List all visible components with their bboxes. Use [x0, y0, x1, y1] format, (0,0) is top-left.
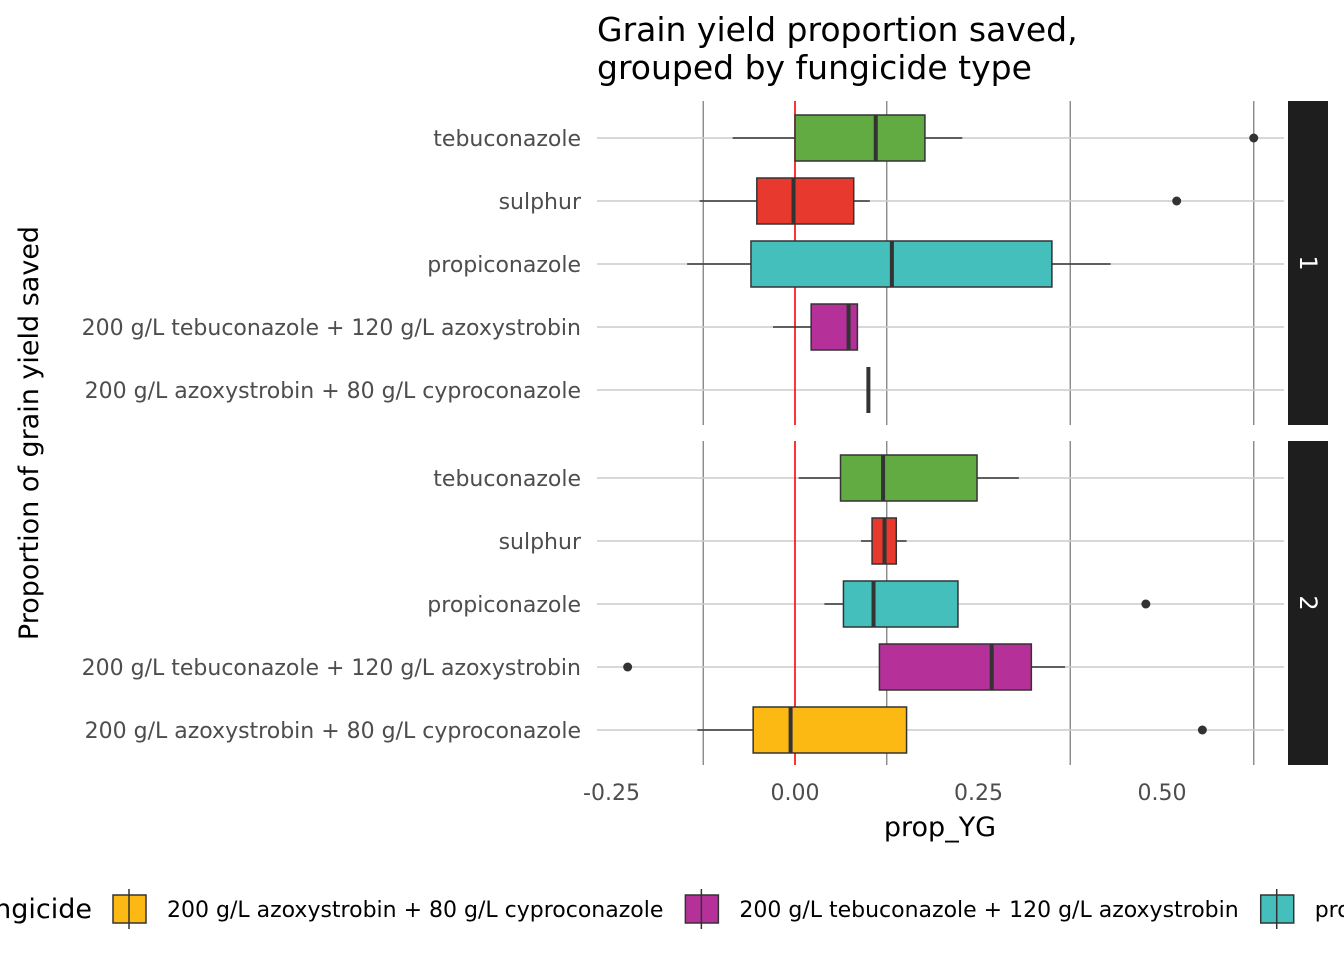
category-label-200-g-l-tebuconazole-120-g-l-azoxystrobin: 200 g/L tebuconazole + 120 g/L azoxystro… — [82, 316, 581, 341]
category-label-sulphur: sulphur — [499, 530, 582, 555]
box-propiconazole — [687, 240, 1111, 288]
facet-panel-1: tebuconazole sulphur propiconazole 200 g/L … — [82, 101, 1328, 425]
legend-entry-200-g-l-tebuconazole-120-g-l-azoxystrobin: 200 g/L tebuconazole + 120 g/L azoxystro… — [684, 889, 1239, 929]
facet-panel-2: tebuconazole sulphur propiconazole 200 g/L … — [82, 441, 1328, 765]
legend-title: fungicide — [0, 894, 92, 925]
box-iqr — [878, 643, 1033, 691]
box-200-g-l-tebuconazole-120-g-l-azoxystrobin — [623, 643, 1066, 691]
box-iqr — [752, 706, 908, 754]
x-tick-label-0-25: -0.25 — [583, 781, 640, 806]
outlier-point — [1172, 196, 1182, 206]
box-iqr — [842, 580, 959, 628]
box-tebuconazole — [732, 114, 1259, 162]
box-200-g-l-azoxystrobin-80-g-l-cyproconazole — [697, 706, 1207, 754]
x-tick-label-0-50: 0.50 — [1138, 781, 1187, 806]
legend-label: 200 g/L tebuconazole + 120 g/L azoxystro… — [739, 898, 1238, 923]
box-iqr — [839, 454, 978, 502]
category-label-200-g-l-azoxystrobin-80-g-l-cyproconazole: 200 g/L azoxystrobin + 80 g/L cyproconaz… — [85, 719, 581, 744]
box-tebuconazole — [798, 454, 1019, 502]
facet-panels: tebuconazole sulphur propiconazole 200 g/L … — [82, 101, 1328, 765]
y-axis-title: Proportion of grain yield saved — [14, 226, 45, 640]
x-axis-title: prop_YG — [884, 812, 996, 843]
facet-strip-label-1: 1 — [1294, 255, 1322, 270]
legend-label: 200 g/L azoxystrobin + 80 g/L cyproconaz… — [167, 898, 663, 923]
facet-strip-label-2: 2 — [1294, 595, 1322, 610]
x-tick-label-0-00: 0.00 — [771, 781, 820, 806]
box-iqr — [750, 240, 1053, 288]
x-tick-label-0-25: 0.25 — [954, 781, 1003, 806]
outlier-point — [1249, 133, 1259, 143]
box-sulphur — [699, 177, 1182, 225]
category-label-propiconazole: propiconazole — [427, 253, 581, 278]
outlier-point — [623, 662, 633, 672]
category-label-200-g-l-azoxystrobin-80-g-l-cyproconazole: 200 g/L azoxystrobin + 80 g/L cyproconaz… — [85, 379, 581, 404]
category-label-tebuconazole: tebuconazole — [433, 127, 581, 152]
category-label-200-g-l-tebuconazole-120-g-l-azoxystrobin: 200 g/L tebuconazole + 120 g/L azoxystro… — [82, 656, 581, 681]
box-200-g-l-tebuconazole-120-g-l-azoxystrobin — [772, 303, 859, 351]
legend-entry-200-g-l-azoxystrobin-80-g-l-cyproconazole: 200 g/L azoxystrobin + 80 g/L cyproconaz… — [112, 889, 663, 929]
category-label-tebuconazole: tebuconazole — [433, 467, 581, 492]
box-iqr — [794, 114, 926, 162]
category-label-propiconazole: propiconazole — [427, 593, 581, 618]
outlier-point — [1197, 725, 1207, 735]
x-axis-ticks: -0.25 0.00 0.25 0.50 — [583, 781, 1186, 806]
chart-title-line-2: grouped by fungicide type — [597, 48, 1032, 87]
legend-entry-propiconazole: propiconazole — [1259, 889, 1344, 929]
box-iqr — [756, 177, 855, 225]
category-label-sulphur: sulphur — [499, 190, 582, 215]
box-propiconazole — [824, 580, 1151, 628]
legend-label: propiconazole — [1315, 898, 1344, 923]
facet-strip-1 — [1288, 101, 1328, 425]
chart-title-line-1: Grain yield proportion saved, — [597, 10, 1078, 49]
box-sulphur — [861, 517, 907, 565]
facet-strip-2 — [1288, 441, 1328, 765]
outlier-point — [1141, 599, 1151, 609]
legend: fungicide 200 g/L azoxystrobin + 80 g/L … — [0, 889, 1344, 929]
